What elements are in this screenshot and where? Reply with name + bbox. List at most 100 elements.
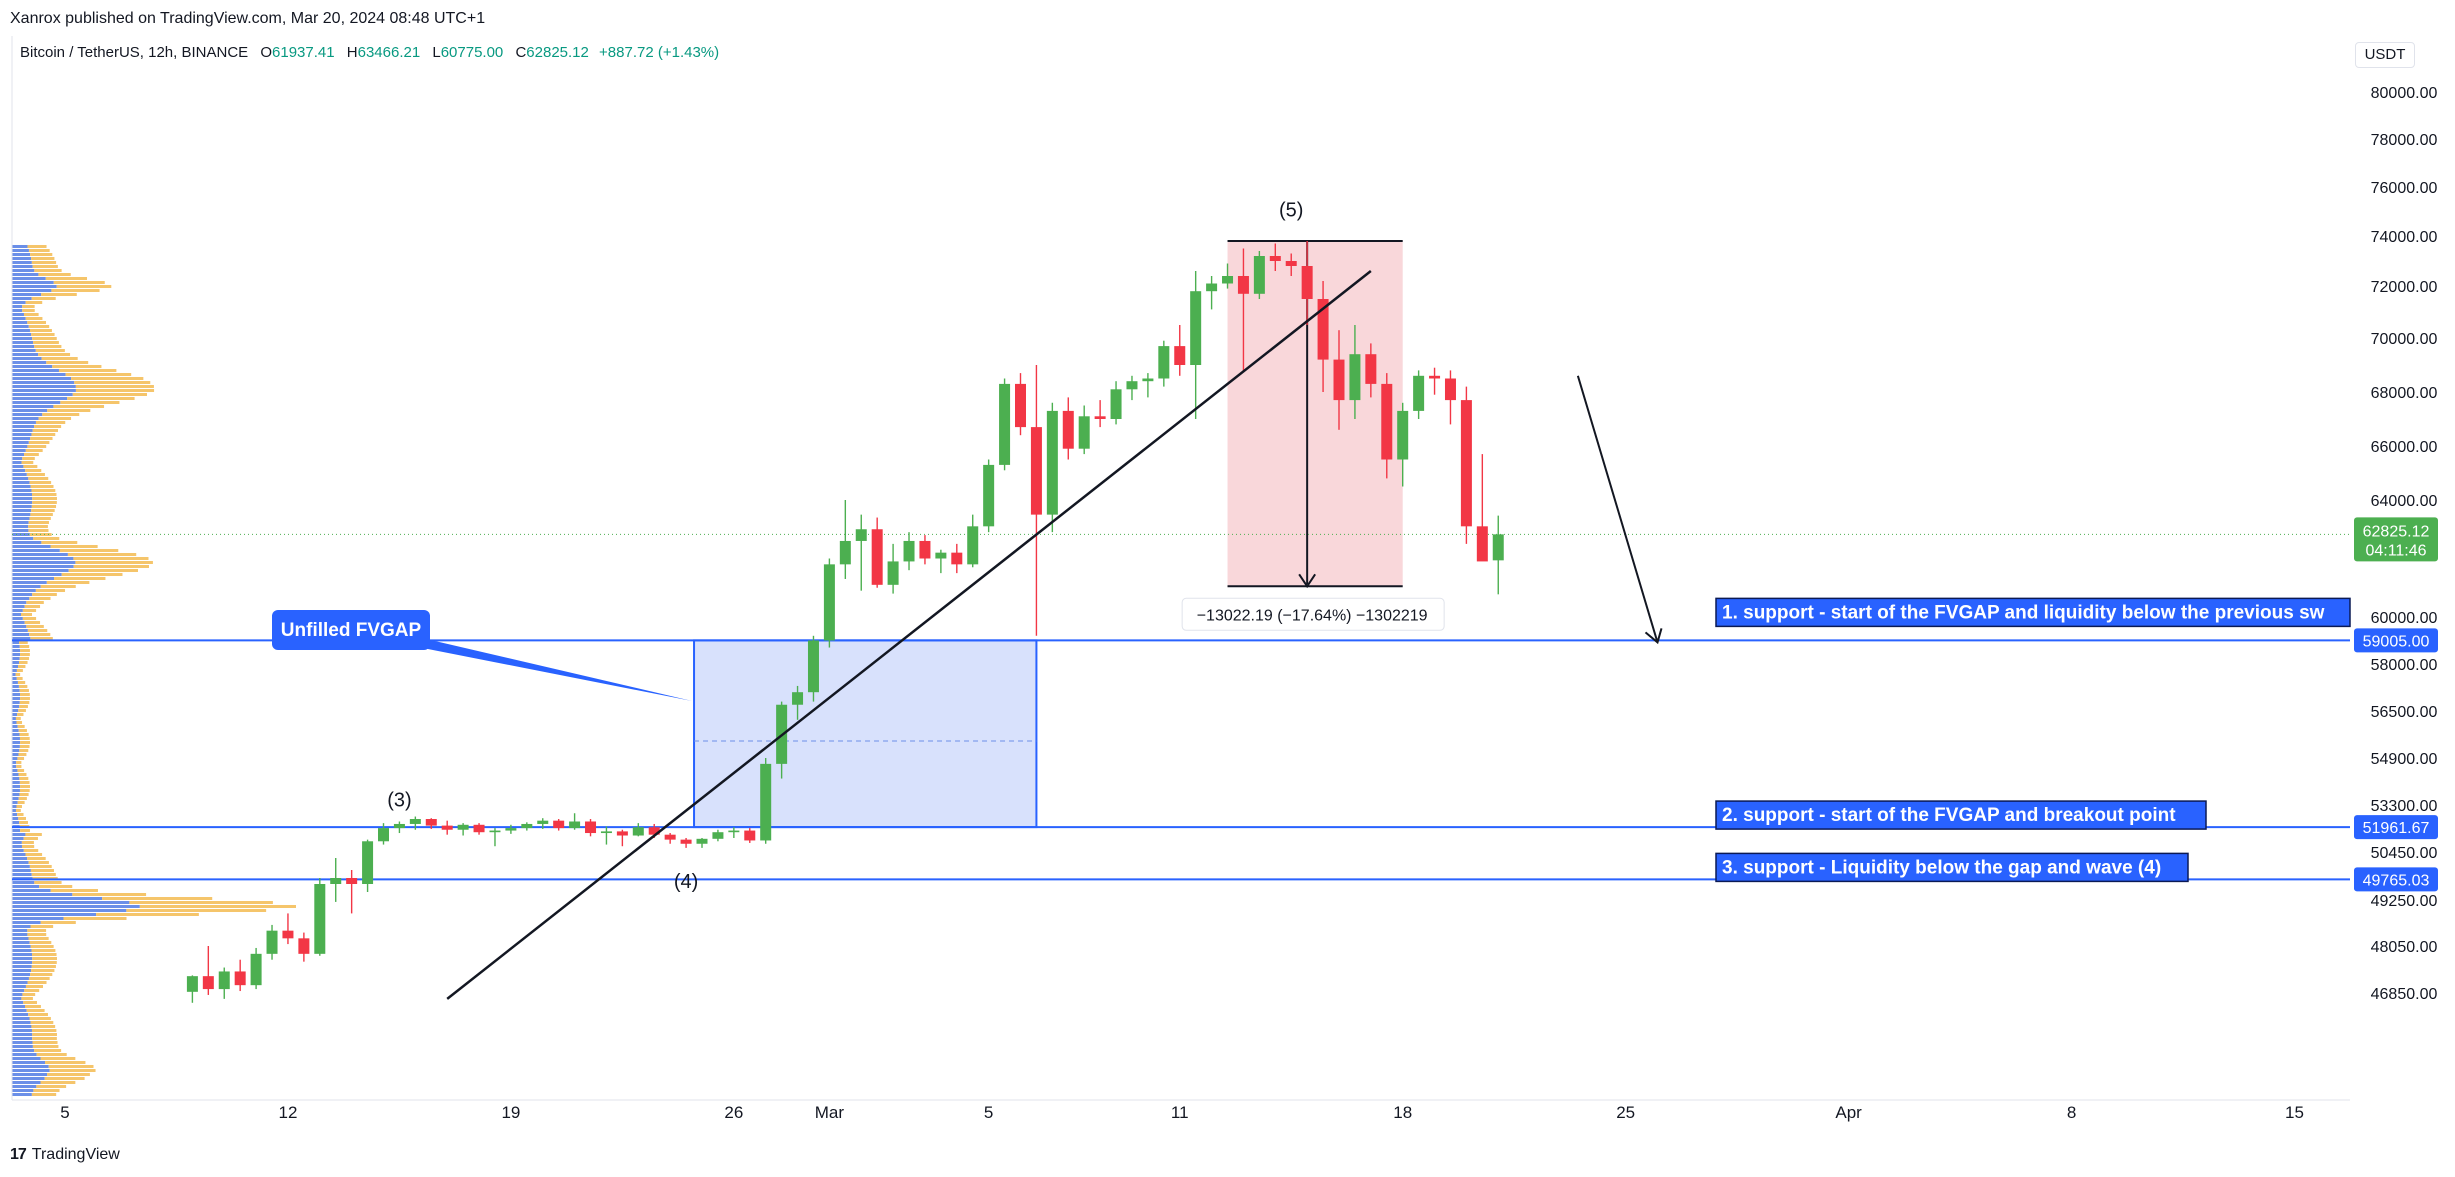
candle-body — [537, 820, 549, 824]
volume-profile-bar-sell — [23, 465, 38, 468]
candle-body — [1317, 299, 1329, 360]
volume-profile-bar-buy — [12, 289, 52, 292]
volume-profile-bar-sell — [32, 497, 57, 500]
volume-profile-bar-sell — [24, 621, 41, 624]
volume-profile-bar-buy — [12, 413, 43, 416]
currency-selector[interactable]: USDT — [2355, 42, 2415, 68]
volume-profile-bar-buy — [12, 1053, 37, 1056]
candle-body — [983, 464, 995, 527]
volume-profile-bar-buy — [12, 857, 28, 860]
candle-body — [314, 884, 326, 954]
callout-text: Unfilled FVGAP — [281, 620, 422, 641]
volume-profile-bar-sell — [38, 353, 71, 356]
volume-profile-bar-buy — [12, 393, 73, 396]
price-tick-label: 78000.00 — [2371, 132, 2438, 149]
volume-profile-bar-buy — [12, 409, 48, 412]
volume-profile-bar-buy — [12, 365, 53, 368]
volume-profile-bar-sell — [47, 1073, 90, 1076]
volume-profile-bar-sell — [40, 585, 76, 588]
candle-body — [202, 976, 214, 990]
volume-profile-bar-buy — [12, 621, 25, 624]
time-tick-label: Mar — [815, 1103, 845, 1122]
volume-profile-bar-sell — [29, 597, 51, 600]
volume-profile-bar-buy — [12, 605, 25, 608]
volume-profile-bar-buy — [12, 405, 54, 408]
candle-body — [473, 824, 485, 833]
volume-profile-bar-sell — [20, 697, 30, 700]
volume-profile-bar-buy — [12, 965, 32, 968]
volume-profile-bar-buy — [12, 909, 127, 912]
volume-profile-bar-sell — [15, 673, 21, 676]
volume-profile-bar-sell — [31, 297, 56, 300]
volume-profile-bar-sell — [19, 793, 29, 796]
volume-profile-bar-sell — [29, 517, 51, 520]
volume-profile-bar-buy — [12, 881, 35, 884]
volume-profile-bar-sell — [31, 509, 55, 512]
volume-profile-bar-buy — [12, 761, 17, 764]
volume-profile-bar-sell — [71, 377, 144, 380]
callout-pointer — [372, 638, 693, 701]
candle-body — [1333, 359, 1345, 401]
volume-profile-bar-buy — [12, 481, 30, 484]
volume-profile-bar-sell — [19, 641, 28, 644]
volume-profile-bar-sell — [21, 841, 34, 844]
volume-profile-bar-sell — [74, 381, 151, 384]
candle-body — [218, 971, 230, 990]
volume-profile-bar-sell — [28, 529, 49, 532]
volume-profile-bar-buy — [12, 933, 28, 936]
symbol-title[interactable]: Bitcoin / TetherUS, 12h, BINANCE — [20, 44, 249, 61]
volume-profile-bar-sell — [72, 393, 147, 396]
volume-profile-bar-buy — [12, 469, 26, 472]
volume-profile-bar-buy — [12, 465, 24, 468]
volume-profile-bar-buy — [12, 993, 23, 996]
volume-profile-bar-sell — [27, 629, 48, 632]
time-tick-label: 15 — [2285, 1103, 2304, 1122]
volume-profile-bar-buy — [12, 509, 32, 512]
volume-profile-bar-buy — [12, 957, 33, 960]
volume-profile-bar-sell — [32, 501, 57, 504]
price-axis: 80000.00 78000.00 76000.00 74000.00 72000.00… — [2354, 85, 2438, 1003]
volume-profile-bar-buy — [12, 537, 34, 540]
volume-profile-bar-buy — [12, 937, 29, 940]
volume-profile-bar-buy — [12, 505, 32, 508]
volume-profile-bar-sell — [60, 401, 120, 404]
candle-body — [457, 824, 469, 830]
volume-profile-bar-sell — [31, 433, 56, 436]
volume-profile-bar-buy — [12, 889, 51, 892]
volume-profile-bar-buy — [12, 369, 59, 372]
volume-profile-bar-sell — [75, 385, 154, 388]
volume-profile-bar-buy — [12, 709, 19, 712]
candle-body — [1110, 389, 1122, 419]
volume-profile-bar-buy — [12, 653, 21, 656]
time-tick-label: 26 — [724, 1103, 743, 1122]
volume-profile-bar-sell — [27, 245, 47, 248]
volume-profile-bar-sell — [19, 705, 28, 708]
volume-profile-bar-buy — [12, 249, 29, 252]
brand-name[interactable]: TradingView — [31, 1146, 120, 1163]
volume-profile-bar-buy — [12, 1073, 48, 1076]
candle-body — [1381, 383, 1393, 460]
volume-profile-bar-sell — [35, 421, 66, 424]
candle-body — [728, 830, 740, 833]
volume-profile-bar-sell — [31, 873, 56, 876]
trendline — [446, 270, 1372, 1000]
volume-profile-bar-sell — [23, 837, 38, 840]
current-price-tag — [2354, 517, 2438, 562]
candle-body — [967, 526, 979, 565]
candle-body — [712, 832, 724, 839]
volume-profile-bar-buy — [12, 861, 29, 864]
volume-profile-bar-buy — [12, 913, 97, 916]
volume-profile-bar-sell — [25, 853, 43, 856]
volume-profile-bar-sell — [20, 653, 30, 656]
volume-profile-bar-sell — [46, 361, 89, 364]
tradingview-logo-icon[interactable]: 17 — [10, 1146, 27, 1163]
volume-profile-bar-buy — [12, 701, 20, 704]
volume-profile-bar-sell — [20, 741, 30, 744]
volume-profile-bar-buy — [12, 941, 30, 944]
volume-profile-bar-buy — [12, 569, 69, 572]
volume-profile-bar-buy — [12, 305, 23, 308]
volume-profile-bar-sell — [22, 457, 35, 460]
volume-profile-bar-buy — [12, 1089, 34, 1092]
volume-profile-bar-sell — [29, 1017, 51, 1020]
